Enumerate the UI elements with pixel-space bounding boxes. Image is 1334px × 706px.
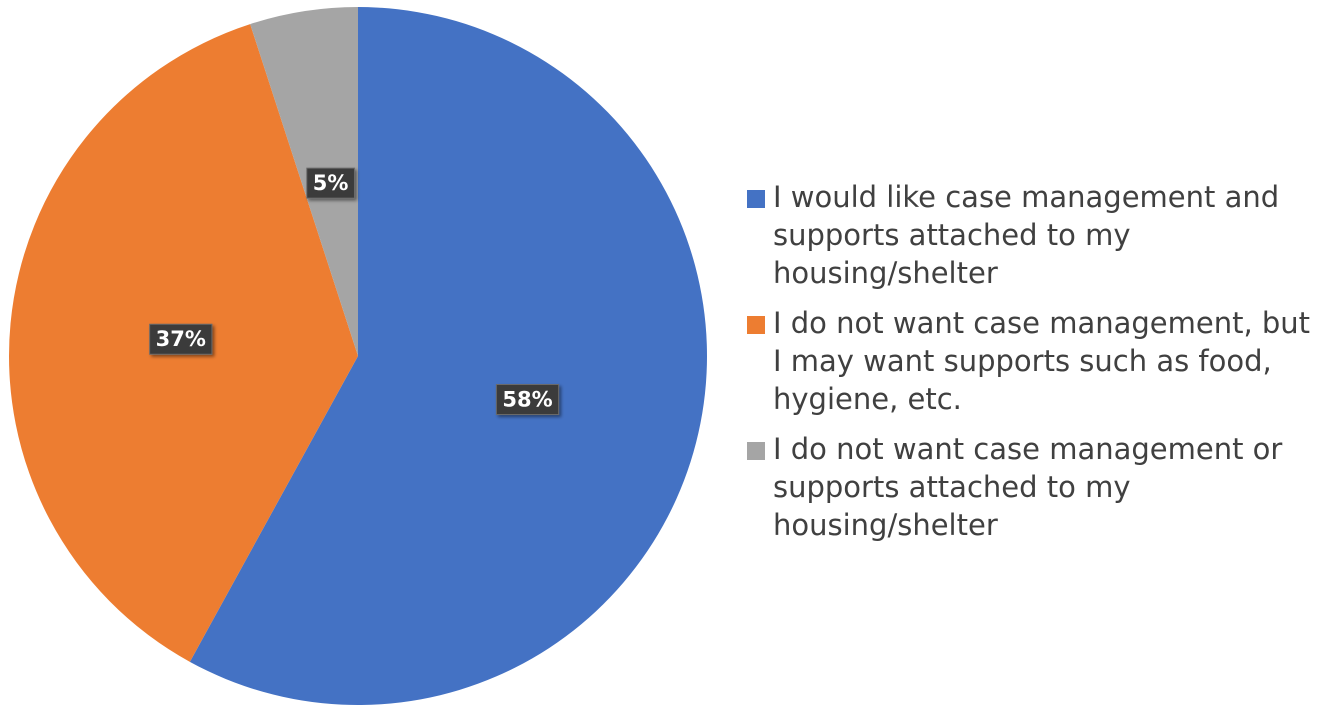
slice-data-label: 58% — [495, 384, 560, 416]
slice-data-label: 37% — [149, 323, 213, 355]
slice-percent-label: 58% — [502, 388, 552, 412]
slice-percent-label: 37% — [156, 327, 206, 351]
pie-plot-area: 58% 37% 5% — [8, 7, 707, 705]
legend-swatch — [747, 316, 765, 334]
legend-item: I do not want case management, but I may… — [744, 304, 1324, 418]
legend-swatch — [747, 442, 765, 460]
legend-label: I do not want case management or support… — [773, 432, 1283, 542]
slice-percent-label: 5% — [313, 171, 349, 195]
legend-item: I do not want case management or support… — [744, 430, 1324, 544]
legend: I would like case management and support… — [744, 178, 1324, 556]
pie-slices — [8, 7, 707, 705]
legend-swatch — [747, 190, 765, 208]
pie-slice — [250, 7, 358, 356]
legend-label: I do not want case management, but I may… — [773, 306, 1311, 416]
slice-label-background — [149, 323, 213, 355]
legend-label: I would like case management and support… — [773, 180, 1280, 290]
slice-data-label: 5% — [306, 167, 355, 199]
slice-label-background — [495, 384, 560, 416]
pie-data-labels: 58% 37% 5% — [149, 167, 560, 416]
legend-item: I would like case management and support… — [744, 178, 1324, 292]
slice-label-background — [306, 167, 355, 199]
pie-slice — [189, 7, 707, 705]
